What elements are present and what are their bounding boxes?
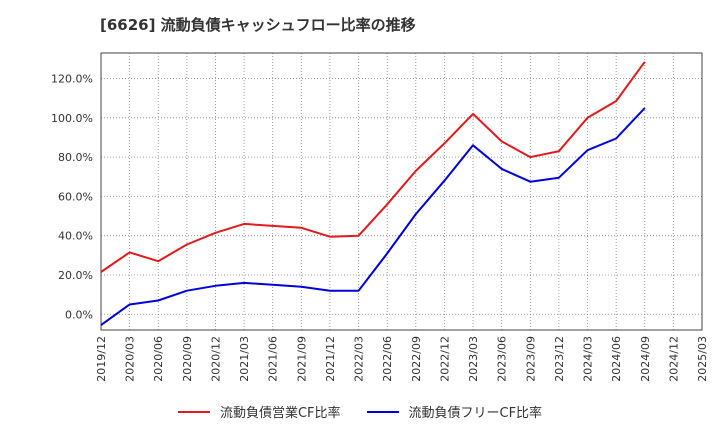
legend-label-operating-cf: 流動負債営業CF比率 xyxy=(219,406,341,421)
x-tick-label-19: 2024/09 xyxy=(639,336,652,382)
x-tick-label-17: 2024/03 xyxy=(582,336,595,382)
x-tick-label-0: 2019/12 xyxy=(95,336,108,382)
x-tick-label-20: 2024/12 xyxy=(667,336,680,382)
series-line-1 xyxy=(100,107,646,326)
legend-label-free-cf: 流動負債フリーCF比率 xyxy=(408,406,543,421)
legend: 流動負債営業CF比率 流動負債フリーCF比率 xyxy=(0,402,720,421)
x-tick-label-4: 2020/12 xyxy=(209,336,222,382)
y-tick-label-1: 20.0% xyxy=(58,269,93,282)
x-tick-label-11: 2022/09 xyxy=(410,336,423,382)
y-tick-label-3: 60.0% xyxy=(58,190,93,203)
x-tick-label-13: 2023/03 xyxy=(467,336,480,382)
y-tick-label-5: 100.0% xyxy=(51,112,93,125)
legend-swatch-operating-cf xyxy=(177,410,210,413)
y-tick-label-6: 120.0% xyxy=(51,73,93,86)
x-tick-label-7: 2021/09 xyxy=(295,336,308,382)
plot-area-frame xyxy=(100,52,703,331)
x-tick-label-12: 2022/12 xyxy=(438,336,451,382)
x-tick-label-21: 2025/03 xyxy=(696,336,709,382)
x-tick-label-15: 2023/09 xyxy=(524,336,537,382)
chart-title: [6626] 流動負債キャッシュフロー比率の推移 xyxy=(100,16,416,34)
x-tick-label-1: 2020/03 xyxy=(124,336,137,382)
x-tick-label-18: 2024/06 xyxy=(610,336,623,382)
y-tick-label-0: 0.0% xyxy=(65,308,93,321)
x-tick-label-6: 2021/06 xyxy=(267,336,280,382)
legend-swatch-free-cf xyxy=(366,410,399,413)
x-tick-label-14: 2023/06 xyxy=(496,336,509,382)
x-tick-label-3: 2020/09 xyxy=(181,336,194,382)
series-line-0 xyxy=(100,61,646,273)
x-tick-label-8: 2021/12 xyxy=(324,336,337,382)
x-tick-label-5: 2021/03 xyxy=(238,336,251,382)
y-tick-label-2: 40.0% xyxy=(58,230,93,243)
x-tick-label-2: 2020/06 xyxy=(152,336,165,382)
x-tick-label-16: 2023/12 xyxy=(553,336,566,382)
x-tick-label-9: 2022/03 xyxy=(353,336,366,382)
legend-item-operating-cf: 流動負債営業CF比率 xyxy=(177,402,341,421)
legend-item-free-cf: 流動負債フリーCF比率 xyxy=(366,402,543,421)
x-tick-label-10: 2022/06 xyxy=(381,336,394,382)
y-tick-label-4: 80.0% xyxy=(58,151,93,164)
